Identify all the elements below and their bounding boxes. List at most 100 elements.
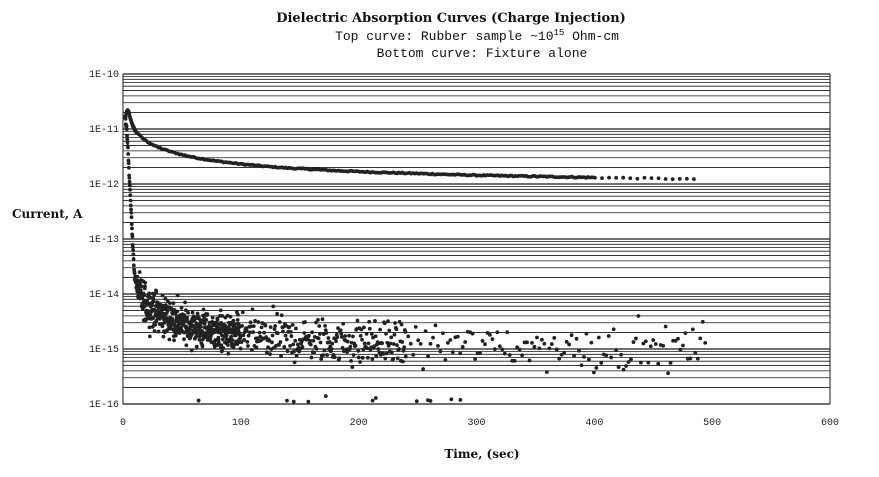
fixture-alone-point: [230, 338, 235, 343]
fixture-alone-point: [129, 222, 134, 226]
fixture-alone-point: [367, 326, 372, 331]
fixture-alone-point: [688, 356, 693, 361]
fixture-alone-point: [193, 325, 197, 330]
fixture-alone-point: [579, 363, 584, 368]
fixture-alone-point: [349, 358, 353, 363]
fixture-alone-point: [253, 318, 257, 323]
fixture-alone-point: [537, 346, 542, 351]
fixture-alone-point: [248, 320, 253, 325]
fixture-alone-point: [355, 318, 360, 323]
fixture-alone-point: [288, 329, 293, 334]
fixture-alone-point: [330, 341, 335, 346]
fixture-alone-point: [220, 313, 225, 318]
fixture-alone-point: [126, 161, 131, 166]
fixture-alone-point: [143, 284, 147, 289]
fixture-alone-point: [361, 347, 366, 352]
fixture-alone-point: [507, 353, 512, 357]
fixture-alone-point: [282, 344, 287, 349]
fixture-alone-point: [656, 361, 661, 366]
fixture-alone-point: [175, 293, 180, 298]
fixture-alone-point: [345, 339, 350, 344]
fixture-alone-point: [210, 315, 215, 320]
fixture-alone-point: [433, 323, 438, 328]
fixture-alone-point: [651, 338, 656, 342]
fixture-alone-point: [157, 316, 162, 321]
fixture-alone-point: [200, 329, 204, 333]
rubber-sample-point: [684, 176, 689, 181]
fixture-alone-point: [153, 322, 158, 327]
fixture-alone-point: [399, 322, 404, 327]
fixture-alone-point: [362, 341, 367, 346]
x-tick-label: 0: [120, 418, 126, 429]
fixture-alone-point: [345, 350, 350, 354]
fixture-alone-point: [147, 325, 152, 330]
fixture-alone-point: [394, 327, 399, 332]
fixture-alone-point: [246, 344, 250, 348]
fixture-alone-point: [338, 328, 343, 333]
fixture-alone-point: [402, 345, 407, 350]
fixture-alone-point: [584, 331, 589, 336]
rubber-sample-point: [614, 175, 619, 180]
fixture-alone-point: [416, 338, 421, 343]
fixture-alone-point: [552, 336, 557, 340]
fixture-alone-point: [128, 198, 133, 203]
fixture-alone-point: [376, 347, 381, 351]
fixture-alone-point: [226, 351, 231, 356]
fixture-alone-point: [285, 349, 290, 354]
fixture-alone-point: [383, 356, 388, 361]
fixture-alone-point: [544, 370, 549, 374]
fixture-alone-point: [698, 336, 703, 341]
fixture-alone-point: [384, 331, 388, 336]
fixture-alone-point: [323, 324, 327, 328]
fixture-alone-point: [231, 318, 236, 323]
fixture-alone-point: [294, 326, 298, 331]
fixture-alone-point: [360, 337, 364, 342]
rubber-sample-point: [593, 175, 597, 180]
rubber-sample-point: [628, 176, 633, 181]
fixture-alone-point: [250, 307, 255, 312]
fixture-alone-point: [125, 140, 130, 145]
fixture-alone-point: [497, 344, 502, 349]
fixture-alone-point: [449, 397, 454, 402]
fixture-alone-point: [174, 331, 178, 336]
fixture-alone-point: [353, 343, 358, 348]
fixture-alone-point: [216, 340, 221, 345]
fixture-alone-point: [460, 345, 465, 349]
fixture-alone-point: [248, 330, 252, 335]
fixture-alone-point: [201, 307, 206, 312]
fixture-alone-point: [362, 325, 366, 330]
fixture-alone-point: [137, 270, 142, 275]
rubber-sample-point: [692, 177, 696, 181]
fixture-alone-point: [373, 319, 377, 323]
fixture-alone-point: [557, 356, 562, 361]
rubber-sample-point: [600, 176, 604, 180]
fixture-alone-point: [341, 321, 346, 326]
fixture-alone-point: [170, 319, 175, 324]
fixture-alone-point: [395, 343, 399, 348]
fixture-alone-point: [335, 335, 340, 340]
fixture-alone-point: [303, 320, 307, 324]
fixture-alone-point: [554, 347, 559, 352]
fixture-alone-point: [231, 344, 236, 349]
fixture-alone-point: [564, 339, 569, 344]
fixture-alone-point: [268, 352, 272, 357]
fixture-alone-point: [426, 354, 430, 359]
fixture-alone-point: [317, 324, 322, 328]
fixture-alone-point: [240, 310, 245, 315]
fixture-alone-point: [678, 347, 683, 352]
y-tick-label: 1E-13: [89, 235, 119, 246]
fixture-alone-point: [393, 321, 397, 325]
gridlines: [122, 73, 831, 405]
fixture-alone-point: [277, 343, 281, 347]
fixture-alone-point: [190, 310, 195, 315]
fixture-alone-point: [370, 357, 375, 362]
fixture-alone-point: [226, 343, 230, 347]
fixture-alone-point: [128, 193, 133, 198]
fixture-alone-point: [700, 319, 705, 324]
y-tick-label: 1E-15: [89, 345, 119, 356]
fixture-alone-point: [436, 343, 440, 348]
fixture-alone-point: [233, 322, 238, 326]
fixture-alone-point: [317, 332, 322, 336]
fixture-alone-point: [283, 333, 288, 338]
